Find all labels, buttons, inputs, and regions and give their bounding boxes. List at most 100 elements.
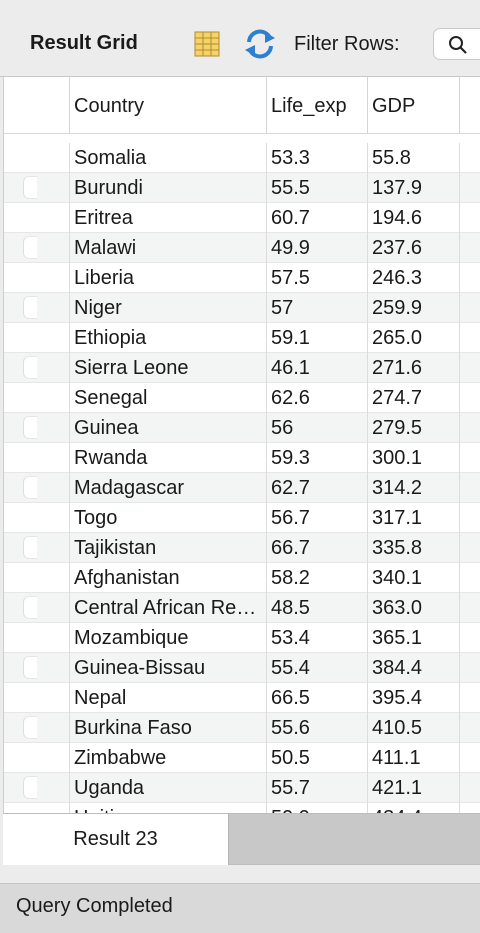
table-row[interactable]: Zimbabwe 50.5 411.1 [4,743,480,773]
cell-country[interactable]: Nepal [69,683,266,713]
table-row[interactable]: Afghanistan 58.2 340.1 [4,563,480,593]
cell-life-exp[interactable]: 66.5 [266,683,367,713]
cell-life-exp[interactable]: 56.7 [266,503,367,533]
cell-life-exp[interactable]: 50.5 [266,743,367,773]
cell-country[interactable]: Somalia [69,143,266,173]
cell-country[interactable]: Guinea [69,413,266,443]
column-header-country[interactable]: Country [69,77,266,133]
cell-gdp[interactable]: 335.8 [367,533,459,563]
column-header-gdp[interactable]: GDP [367,77,459,133]
form-editor-icon[interactable] [193,30,221,58]
cell-life-exp[interactable]: 55.6 [266,713,367,743]
cell-life-exp[interactable]: 56 [266,413,367,443]
row-selector[interactable] [23,596,37,619]
cell-life-exp[interactable]: 53.4 [266,623,367,653]
row-selector[interactable] [23,296,37,319]
table-row[interactable]: Liberia 57.5 246.3 [4,263,480,293]
cell-life-exp[interactable]: 49.9 [266,233,367,263]
table-row[interactable]: Tajikistan 66.7 335.8 [4,533,480,563]
row-selector[interactable] [23,536,37,559]
cell-life-exp[interactable]: 58.2 [266,563,367,593]
table-row[interactable]: Togo 56.7 317.1 [4,503,480,533]
cell-gdp[interactable]: 237.6 [367,233,459,263]
row-selector[interactable] [23,656,37,679]
cell-country[interactable]: Tajikistan [69,533,266,563]
table-row[interactable]: Burundi 55.5 137.9 [4,173,480,203]
cell-life-exp[interactable]: 66.7 [266,533,367,563]
cell-country[interactable]: Liberia [69,263,266,293]
row-selector[interactable] [23,416,37,439]
cell-gdp[interactable]: 410.5 [367,713,459,743]
cell-gdp[interactable]: 271.6 [367,353,459,383]
cell-country[interactable]: Niger [69,293,266,323]
cell-country[interactable]: Central African Republic [69,593,266,623]
result-tab[interactable]: Result 23 [3,814,229,865]
cell-life-exp[interactable]: 59.9 [266,803,367,813]
cell-country[interactable]: Haiti [69,803,266,813]
table-row[interactable]: Niger 57 259.9 [4,293,480,323]
cell-life-exp[interactable]: 53.3 [266,143,367,173]
cell-life-exp[interactable]: 46.1 [266,353,367,383]
cell-gdp[interactable]: 434.4 [367,803,459,813]
cell-gdp[interactable]: 411.1 [367,743,459,773]
cell-gdp[interactable]: 300.1 [367,443,459,473]
cell-country[interactable]: Afghanistan [69,563,266,593]
cell-gdp[interactable]: 279.5 [367,413,459,443]
table-row[interactable]: Madagascar 62.7 314.2 [4,473,480,503]
cell-gdp[interactable]: 246.3 [367,263,459,293]
cell-life-exp[interactable]: 62.6 [266,383,367,413]
table-row[interactable]: Sierra Leone 46.1 271.6 [4,353,480,383]
cell-life-exp[interactable]: 55.4 [266,653,367,683]
cell-gdp[interactable]: 365.1 [367,623,459,653]
cell-life-exp[interactable]: 48.5 [266,593,367,623]
table-row[interactable]: Malawi 49.9 237.6 [4,233,480,263]
cell-country[interactable]: Senegal [69,383,266,413]
cell-life-exp[interactable]: 59.1 [266,323,367,353]
cell-gdp[interactable]: 194.6 [367,203,459,233]
cell-country[interactable]: Sierra Leone [69,353,266,383]
cell-gdp[interactable]: 363.0 [367,593,459,623]
table-row[interactable]: Burkina Faso 55.6 410.5 [4,713,480,743]
row-selector[interactable] [23,476,37,499]
cell-country[interactable]: Ethiopia [69,323,266,353]
cell-country[interactable]: Guinea-Bissau [69,653,266,683]
filter-rows-input[interactable] [433,28,480,60]
cell-life-exp[interactable]: 57 [266,293,367,323]
table-row[interactable]: Rwanda 59.3 300.1 [4,443,480,473]
cell-gdp[interactable]: 317.1 [367,503,459,533]
cell-gdp[interactable]: 384.4 [367,653,459,683]
cell-life-exp[interactable]: 59.3 [266,443,367,473]
row-selector[interactable] [23,716,37,739]
cell-country[interactable]: Burkina Faso [69,713,266,743]
cell-gdp[interactable]: 259.9 [367,293,459,323]
cell-country[interactable]: Mozambique [69,623,266,653]
cell-life-exp[interactable]: 55.5 [266,173,367,203]
cell-life-exp[interactable]: 55.7 [266,773,367,803]
cell-gdp[interactable]: 137.9 [367,173,459,203]
cell-country[interactable]: Eritrea [69,203,266,233]
cell-gdp[interactable]: 395.4 [367,683,459,713]
table-row[interactable]: Senegal 62.6 274.7 [4,383,480,413]
table-row[interactable]: Nepal 66.5 395.4 [4,683,480,713]
cell-country[interactable]: Zimbabwe [69,743,266,773]
cell-life-exp[interactable]: 57.5 [266,263,367,293]
cell-gdp[interactable]: 55.8 [367,143,459,173]
table-row[interactable]: Uganda 55.7 421.1 [4,773,480,803]
row-selector[interactable] [23,236,37,259]
cell-gdp[interactable]: 314.2 [367,473,459,503]
table-row[interactable]: Guinea-Bissau 55.4 384.4 [4,653,480,683]
table-row[interactable]: Somalia 53.3 55.8 [4,143,480,173]
cell-country[interactable]: Rwanda [69,443,266,473]
refresh-icon[interactable] [243,28,277,60]
cell-country[interactable]: Burundi [69,173,266,203]
table-row[interactable]: Eritrea 60.7 194.6 [4,203,480,233]
cell-country[interactable]: Madagascar [69,473,266,503]
row-selector[interactable] [23,356,37,379]
cell-life-exp[interactable]: 60.7 [266,203,367,233]
cell-country[interactable]: Uganda [69,773,266,803]
row-selector[interactable] [23,776,37,799]
table-row[interactable]: Ethiopia 59.1 265.0 [4,323,480,353]
cell-gdp[interactable]: 340.1 [367,563,459,593]
column-header-life-exp[interactable]: Life_exp [266,77,367,133]
